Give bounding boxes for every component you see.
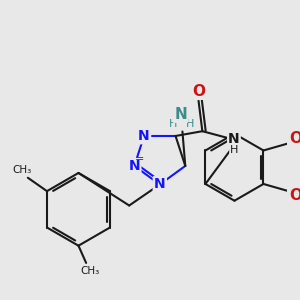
Text: CH₃: CH₃	[80, 266, 100, 276]
Text: O: O	[290, 188, 300, 203]
Text: N: N	[138, 129, 150, 143]
Text: =: =	[134, 154, 144, 164]
Text: N: N	[128, 159, 140, 173]
Text: H: H	[169, 119, 177, 129]
Text: H: H	[186, 119, 194, 129]
Text: CH₃: CH₃	[13, 165, 32, 175]
Text: N: N	[228, 132, 240, 146]
Text: O: O	[290, 131, 300, 146]
Text: O: O	[192, 83, 205, 98]
Text: H: H	[230, 145, 238, 155]
Text: N: N	[154, 177, 166, 191]
Text: N: N	[174, 107, 187, 122]
